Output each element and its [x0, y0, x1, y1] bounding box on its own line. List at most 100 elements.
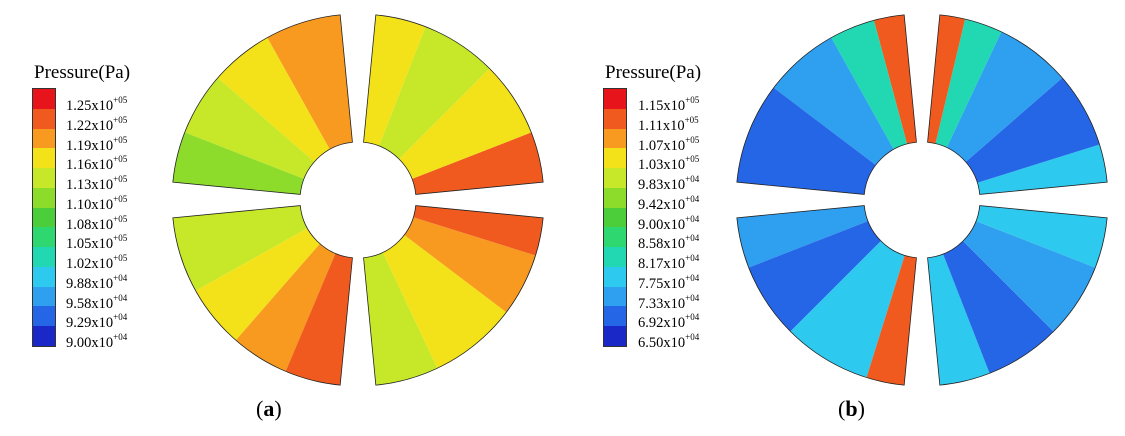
legend-title: Pressure(Pa) — [34, 62, 131, 83]
blade-outline — [927, 14, 1108, 195]
legend-label: 6.50x10+04 — [638, 332, 700, 352]
color-scale-segment — [33, 207, 55, 228]
caption-a: (a) — [256, 396, 282, 421]
color-scale-segment — [33, 306, 55, 327]
legend-label: 1.08x10+05 — [66, 213, 128, 233]
color-scale-segment — [33, 227, 55, 248]
pressure-contour-band — [873, 14, 917, 144]
color-scale-segment — [604, 128, 626, 149]
pressure-contour-band — [399, 68, 532, 179]
color-scale-segment — [33, 128, 55, 149]
pressure-contour-band — [943, 241, 1054, 374]
color-scale-segment — [33, 148, 55, 169]
color-scale-segment — [604, 89, 626, 109]
blade-sector — [363, 14, 544, 195]
legend-label: 7.75x10+04 — [638, 272, 700, 292]
legend-label: 1.22x10+05 — [66, 114, 128, 134]
blade-outline — [927, 205, 1108, 386]
color-scale-bar — [32, 88, 56, 347]
pressure-contour-band — [382, 234, 507, 369]
color-scale-segment — [604, 326, 626, 346]
pressure-contour-band — [736, 205, 868, 268]
color-scale-segment — [33, 168, 55, 188]
pressure-contour-band — [379, 26, 490, 159]
legend-label: 9.88x10+04 — [66, 272, 128, 292]
pressure-contour-band — [172, 132, 304, 195]
legend-label: 1.16x10+05 — [66, 154, 128, 174]
panel-b: Pressure(Pa) 1.15x10+05 1.11x10+05 1.07x… — [562, 0, 1125, 436]
color-scale-segment — [604, 207, 626, 228]
blade-sector — [736, 205, 917, 386]
color-scale-segment — [604, 247, 626, 267]
color-scale-segment — [604, 148, 626, 169]
color-scale-segment — [33, 89, 55, 109]
pressure-contour-plot-a — [172, 14, 544, 386]
color-scale-segment — [604, 286, 626, 307]
color-scale-segment — [604, 108, 626, 129]
pressure-contour-band — [412, 132, 544, 195]
legend-title: Pressure(Pa) — [605, 62, 702, 83]
pressure-contour-band — [195, 228, 320, 341]
pressure-contour-band — [773, 37, 894, 166]
legend-label: 9.00x10+04 — [638, 213, 700, 233]
blade-sector — [363, 205, 544, 386]
pressure-contour-band — [866, 255, 917, 386]
color-scale-segment — [604, 266, 626, 287]
legend-label: 1.03x10+05 — [638, 154, 700, 174]
blade-outline — [172, 205, 353, 386]
color-scale-segment — [604, 227, 626, 248]
color-scale-segment — [604, 168, 626, 188]
color-scale-segment — [33, 326, 55, 346]
legend-label: 9.58x10+04 — [66, 292, 128, 312]
legend-label: 1.02x10+05 — [66, 253, 128, 273]
legend-label: 6.92x10+04 — [638, 312, 700, 332]
pressure-contour-band — [831, 20, 908, 150]
legend-label: 1.19x10+05 — [66, 134, 128, 154]
pressure-contour-band — [184, 77, 315, 179]
legend-label: 1.13x10+05 — [66, 174, 128, 194]
legend-label: 1.07x10+05 — [638, 134, 700, 154]
pressure-contour-band — [404, 217, 536, 313]
legend-label: 9.42x10+04 — [638, 193, 700, 213]
blade-sector — [927, 14, 1108, 195]
legend-label: 1.11x10+05 — [638, 114, 699, 134]
blade-outline — [736, 205, 917, 386]
pressure-contour-band — [363, 14, 426, 146]
blade-outline — [736, 14, 917, 195]
color-scale-bar — [603, 88, 627, 347]
pressure-contour-band — [963, 221, 1096, 332]
legend-labels: 1.15x10+05 1.11x10+05 1.07x10+05 1.03x10… — [638, 88, 700, 352]
pressure-contour-band — [977, 144, 1108, 195]
blade-outline — [363, 14, 544, 195]
pressure-contour-band — [172, 205, 308, 291]
legend-label: 9.00x10+04 — [66, 332, 128, 352]
blade-sector — [172, 205, 353, 386]
pressure-contour-band — [946, 31, 1063, 162]
pressure-contour-band — [748, 221, 881, 332]
legend-label: 1.15x10+05 — [638, 95, 700, 114]
color-scale-segment — [33, 187, 55, 208]
pressure-contour-band — [363, 252, 438, 386]
blade-outline — [172, 14, 353, 195]
legend-label: 9.29x10+04 — [66, 312, 128, 332]
blade-sector — [736, 14, 917, 195]
legend-label: 9.83x10+04 — [638, 174, 700, 194]
color-scale-segment — [604, 306, 626, 327]
pressure-contour-plot-b — [736, 14, 1108, 386]
blade-sector — [927, 205, 1108, 386]
pressure-contour-band — [736, 87, 876, 195]
legend-label: 1.25x10+05 — [66, 95, 128, 114]
blade-sector — [172, 14, 353, 195]
color-scale-segment — [604, 187, 626, 208]
legend-label: 1.05x10+05 — [66, 233, 128, 253]
panel-a: Pressure(Pa) 1.25x10+05 1.22x10+05 1.19x… — [0, 0, 562, 436]
color-scale-segment — [33, 247, 55, 267]
pressure-contour-band — [965, 77, 1100, 183]
color-scale-segment — [33, 266, 55, 287]
pressure-contour-band — [790, 241, 905, 378]
color-scale-segment — [33, 108, 55, 129]
blade-outline — [363, 205, 544, 386]
pressure-contour-band — [267, 14, 353, 150]
color-scale-segment — [33, 286, 55, 307]
pressure-contour-band — [976, 205, 1108, 268]
